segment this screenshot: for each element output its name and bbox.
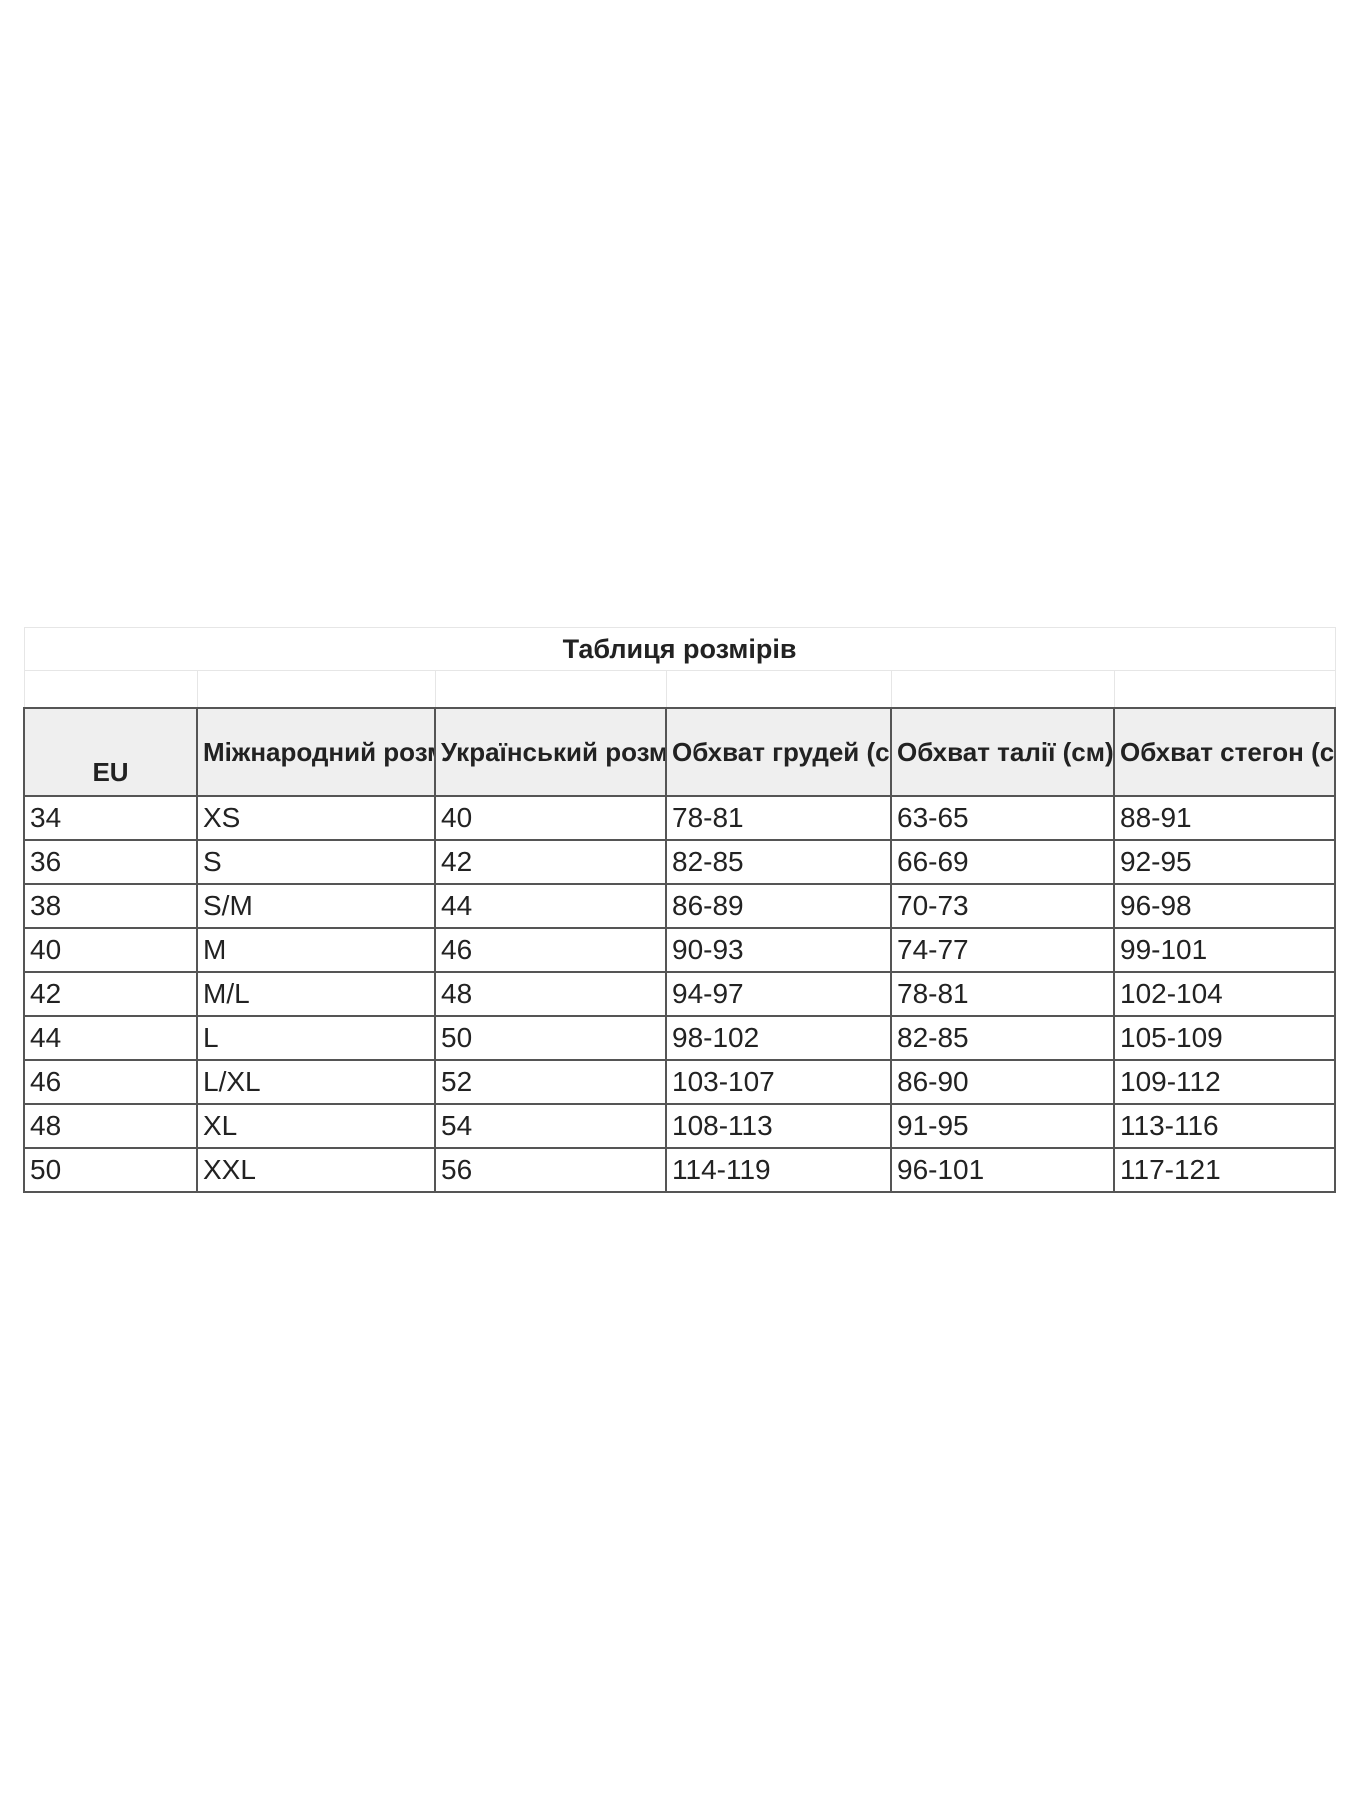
cell-ukrainian-size: 54 xyxy=(434,1103,667,1149)
table-row: 48 XL 54 108-113 91-95 113-116 xyxy=(23,1103,1337,1149)
table-row: 44 L 50 98-102 82-85 105-109 xyxy=(23,1015,1337,1061)
table-row: 46 L/XL 52 103-107 86-90 109-112 xyxy=(23,1059,1337,1105)
cell-hips: 109-112 xyxy=(1112,1059,1337,1105)
table-row: 40 M 46 90-93 74-77 99-101 xyxy=(23,927,1337,973)
header-chest: Обхват грудей (см) xyxy=(665,707,892,797)
cell-eu: 44 xyxy=(23,1015,198,1061)
table-row: 50 XXL 56 114-119 96-101 117-121 xyxy=(23,1147,1337,1193)
cell-hips: 113-116 xyxy=(1112,1103,1337,1149)
cell-chest: 94-97 xyxy=(665,971,892,1017)
cell-ukrainian-size: 42 xyxy=(434,839,667,885)
header-waist: Обхват талії (см) xyxy=(890,707,1115,797)
size-chart-table: Таблиця розмірів EU Міжнародний розмір У… xyxy=(23,627,1337,1193)
cell-eu: 48 xyxy=(23,1103,198,1149)
cell-chest: 78-81 xyxy=(665,795,892,841)
cell-waist: 82-85 xyxy=(890,1015,1115,1061)
cell-eu: 40 xyxy=(23,927,198,973)
cell-ukrainian-size: 40 xyxy=(434,795,667,841)
header-international-size: Міжнародний розмір xyxy=(196,707,436,797)
cell-ukrainian-size: 56 xyxy=(434,1147,667,1193)
cell-international-size: L xyxy=(196,1015,436,1061)
empty-cell xyxy=(665,670,892,709)
cell-ukrainian-size: 50 xyxy=(434,1015,667,1061)
cell-eu: 50 xyxy=(23,1147,198,1193)
cell-international-size: XS xyxy=(196,795,436,841)
header-eu: EU xyxy=(23,707,198,797)
cell-hips: 99-101 xyxy=(1112,927,1337,973)
cell-eu: 36 xyxy=(23,839,198,885)
cell-international-size: S/M xyxy=(196,883,436,929)
title-row: Таблиця розмірів xyxy=(23,627,1336,671)
cell-international-size: XXL xyxy=(196,1147,436,1193)
header-hips: Обхват стегон (см) xyxy=(1112,707,1337,797)
cell-hips: 96-98 xyxy=(1112,883,1337,929)
cell-chest: 114-119 xyxy=(665,1147,892,1193)
cell-international-size: S xyxy=(196,839,436,885)
table-title: Таблиця розмірів xyxy=(23,627,1336,671)
header-ukrainian-size: Український розмір xyxy=(434,707,667,797)
empty-cell xyxy=(890,670,1115,709)
table-row: 38 S/M 44 86-89 70-73 96-98 xyxy=(23,883,1337,929)
empty-cell xyxy=(196,670,436,709)
cell-waist: 86-90 xyxy=(890,1059,1115,1105)
empty-cell xyxy=(23,670,198,709)
cell-eu: 46 xyxy=(23,1059,198,1105)
cell-international-size: M xyxy=(196,927,436,973)
cell-ukrainian-size: 44 xyxy=(434,883,667,929)
table-row: 36 S 42 82-85 66-69 92-95 xyxy=(23,839,1337,885)
cell-waist: 96-101 xyxy=(890,1147,1115,1193)
cell-ukrainian-size: 48 xyxy=(434,971,667,1017)
cell-chest: 90-93 xyxy=(665,927,892,973)
cell-eu: 42 xyxy=(23,971,198,1017)
header-row: EU Міжнародний розмір Український розмір… xyxy=(23,707,1337,797)
cell-waist: 91-95 xyxy=(890,1103,1115,1149)
cell-chest: 82-85 xyxy=(665,839,892,885)
cell-waist: 66-69 xyxy=(890,839,1115,885)
cell-hips: 92-95 xyxy=(1112,839,1337,885)
empty-cell xyxy=(434,670,667,709)
cell-ukrainian-size: 52 xyxy=(434,1059,667,1105)
cell-chest: 108-113 xyxy=(665,1103,892,1149)
cell-hips: 102-104 xyxy=(1112,971,1337,1017)
cell-international-size: L/XL xyxy=(196,1059,436,1105)
empty-cell xyxy=(1113,670,1336,709)
empty-row xyxy=(23,670,1336,709)
cell-eu: 38 xyxy=(23,883,198,929)
cell-waist: 63-65 xyxy=(890,795,1115,841)
cell-waist: 78-81 xyxy=(890,971,1115,1017)
cell-eu: 34 xyxy=(23,795,198,841)
cell-hips: 117-121 xyxy=(1112,1147,1337,1193)
cell-international-size: M/L xyxy=(196,971,436,1017)
cell-hips: 105-109 xyxy=(1112,1015,1337,1061)
cell-chest: 103-107 xyxy=(665,1059,892,1105)
cell-chest: 86-89 xyxy=(665,883,892,929)
cell-ukrainian-size: 46 xyxy=(434,927,667,973)
table-row: 42 M/L 48 94-97 78-81 102-104 xyxy=(23,971,1337,1017)
cell-international-size: XL xyxy=(196,1103,436,1149)
cell-chest: 98-102 xyxy=(665,1015,892,1061)
table-row: 34 XS 40 78-81 63-65 88-91 xyxy=(23,795,1337,841)
cell-waist: 74-77 xyxy=(890,927,1115,973)
cell-waist: 70-73 xyxy=(890,883,1115,929)
cell-hips: 88-91 xyxy=(1112,795,1337,841)
